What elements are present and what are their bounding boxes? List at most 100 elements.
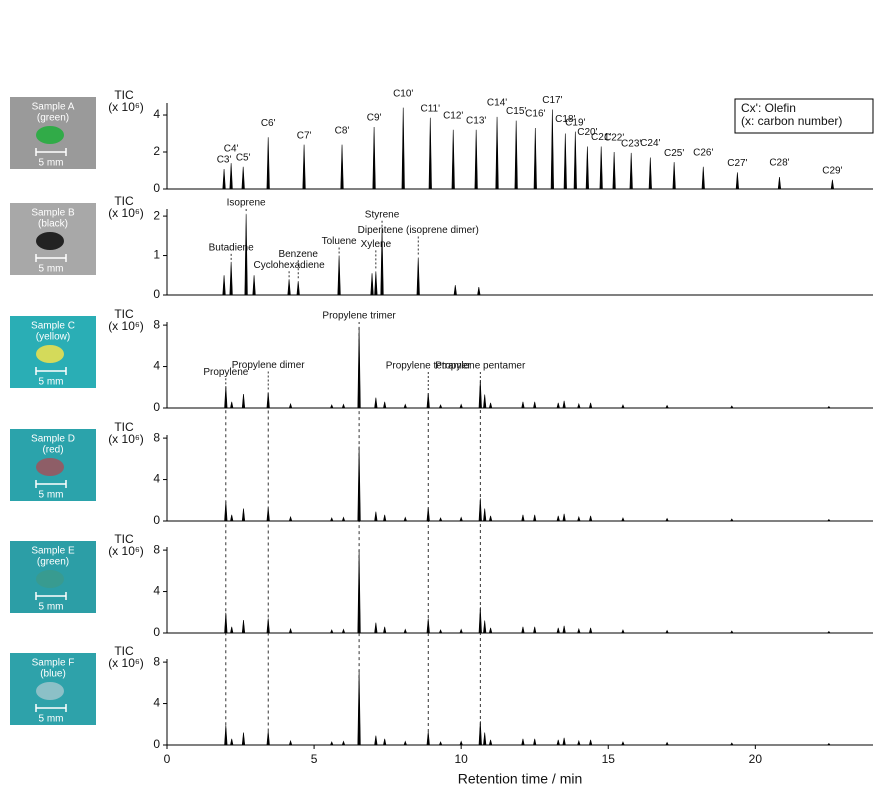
peak (730, 630, 734, 634)
peak-label: C6' (261, 118, 276, 129)
peak (550, 109, 554, 190)
scale-label: 5 mm (39, 490, 64, 501)
sample-object (36, 570, 64, 588)
scale-label: 5 mm (39, 602, 64, 613)
peak (459, 740, 463, 746)
peak (403, 628, 407, 634)
y-tick-label: 8 (153, 542, 160, 556)
y-axis-unit: (x 10⁶) (108, 656, 144, 670)
peak (230, 738, 234, 746)
peak (459, 516, 463, 522)
peak (730, 742, 734, 746)
peak-label: C24' (640, 138, 660, 149)
scale-label: 5 mm (39, 158, 64, 169)
peak (577, 402, 581, 409)
note-text: (x: carbon number) (741, 114, 842, 128)
peak (374, 622, 378, 634)
peak (599, 146, 603, 190)
peak (341, 516, 346, 522)
x-tick-label: 10 (454, 752, 468, 766)
peak (562, 737, 566, 746)
peak-label: C5' (236, 152, 251, 163)
peak (341, 740, 346, 746)
peak (562, 625, 566, 634)
peak-label: Propylene dimer (232, 360, 305, 371)
peak (577, 627, 581, 634)
y-tick-label: 0 (153, 625, 160, 639)
peak (438, 517, 443, 522)
y-axis-label: TIC (114, 194, 134, 208)
y-tick-label: 0 (153, 400, 160, 414)
peak (241, 620, 246, 634)
peak (701, 166, 705, 190)
peak (478, 498, 482, 522)
sample-color: (red) (42, 445, 63, 456)
y-tick-label: 1 (153, 248, 160, 262)
peak (665, 629, 669, 634)
peak (488, 627, 493, 634)
peak (224, 501, 228, 522)
peak (459, 403, 463, 409)
peak-label: C29' (822, 165, 842, 176)
peak-label: C18' (555, 114, 575, 125)
peak-label: C17' (542, 95, 562, 106)
peak (777, 176, 782, 190)
y-axis-unit: (x 10⁶) (108, 544, 144, 558)
y-axis-label: TIC (114, 307, 134, 321)
sample-color: (green) (37, 557, 69, 568)
peak (533, 626, 537, 634)
peak (374, 271, 378, 296)
y-tick-label: 0 (153, 181, 160, 195)
peak (573, 131, 577, 190)
peak (341, 628, 346, 634)
peak-label: Isoprene (227, 198, 266, 209)
peak (621, 741, 625, 746)
peak-label: C7' (297, 130, 312, 141)
peak (827, 630, 831, 634)
y-tick-label: 4 (153, 107, 160, 121)
y-axis-unit: (x 10⁶) (108, 206, 144, 220)
peak (222, 275, 226, 296)
x-tick-label: 20 (749, 752, 763, 766)
peak-label: Benzene (278, 249, 318, 260)
sample-color: (yellow) (36, 332, 70, 343)
sample-name: Sample B (31, 208, 75, 219)
peak (730, 405, 734, 409)
y-tick-label: 2 (153, 144, 160, 158)
peak (563, 133, 567, 190)
peak (621, 517, 625, 522)
peak-label: C22' (604, 133, 624, 144)
peak-label: C11' (421, 103, 441, 114)
peak (383, 626, 387, 634)
peak-label: Propylene (203, 367, 248, 378)
peak (521, 514, 525, 522)
peak (562, 513, 566, 522)
peak-label: C19' (565, 117, 585, 128)
peak (483, 732, 487, 746)
peak (374, 735, 378, 746)
peak (330, 629, 334, 634)
peak (438, 629, 443, 634)
x-tick-label: 0 (164, 752, 171, 766)
peak-label: Propylene pentamer (435, 361, 526, 372)
peak-label: C16' (525, 109, 545, 120)
y-tick-label: 4 (153, 696, 160, 710)
peak (372, 127, 376, 190)
peak (383, 401, 387, 409)
peak (340, 144, 344, 190)
peak (533, 514, 537, 522)
peak (438, 741, 443, 746)
y-tick-label: 8 (153, 430, 160, 444)
peak (288, 627, 293, 634)
peak (556, 739, 560, 746)
peak (589, 402, 593, 409)
peak (266, 618, 270, 634)
peak (383, 514, 387, 522)
peak-label: C9' (367, 113, 382, 124)
peak (533, 401, 537, 409)
y-tick-label: 4 (153, 584, 160, 598)
peak (521, 626, 525, 634)
peak (374, 397, 378, 409)
y-tick-label: 2 (153, 208, 160, 222)
